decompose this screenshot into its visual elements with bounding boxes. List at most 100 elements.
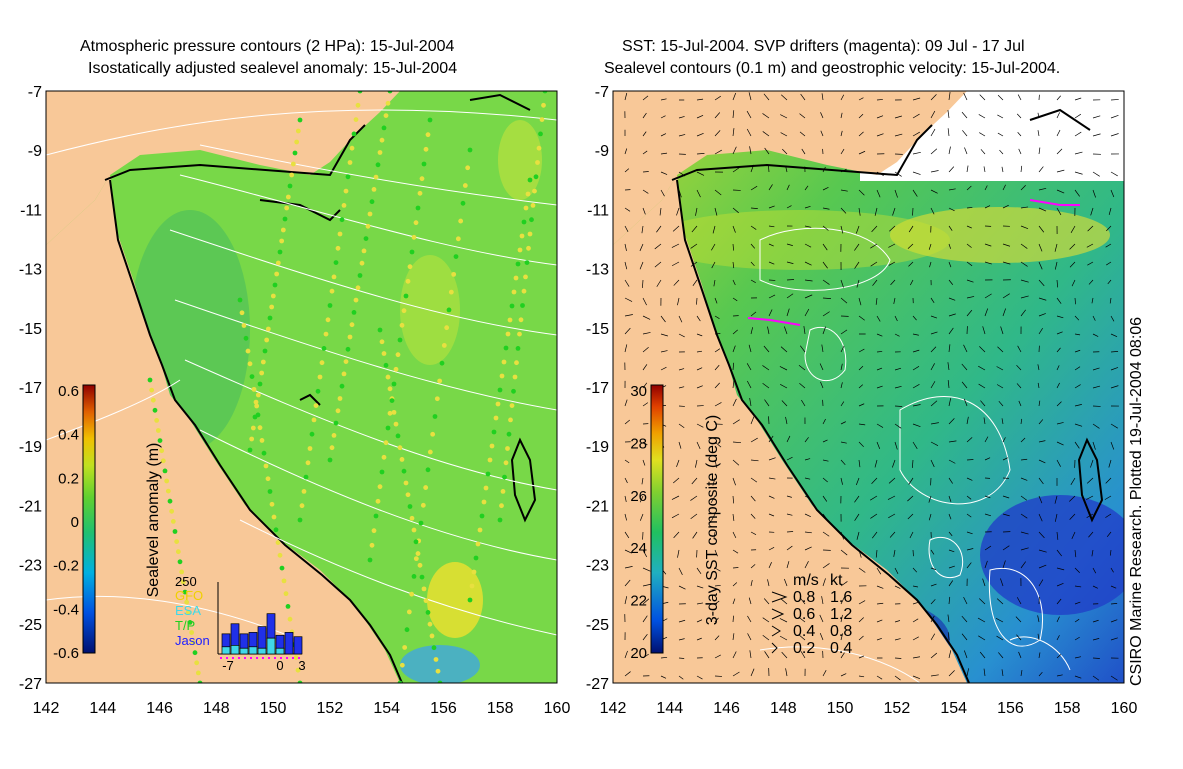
- velocity-arrow: [671, 513, 680, 519]
- velocity-arrow: [912, 602, 919, 605]
- velocity-arrow: [912, 97, 921, 101]
- altimeter-dot: [357, 91, 363, 94]
- altimeter-dot: [521, 288, 527, 294]
- velocity-arrow: [780, 598, 788, 605]
- velocity-arrow: [962, 130, 968, 137]
- velocity-arrow: [764, 399, 770, 407]
- drifter-track: [747, 317, 801, 326]
- velocity-arrow: [642, 112, 647, 119]
- velocity-arrow: [978, 635, 986, 641]
- altimeter-dot: [355, 285, 361, 291]
- velocity-arrow: [768, 562, 772, 569]
- altimeter-dot: [292, 150, 298, 156]
- velocity-arrow: [1086, 243, 1094, 248]
- velocity-arrow: [1020, 458, 1028, 461]
- velocity-arrow: [1074, 423, 1083, 427]
- velocity-vectors: [624, 92, 1119, 681]
- velocity-key-kt: 0.4: [830, 640, 852, 657]
- altimeter-dot: [409, 249, 415, 255]
- velocity-arrow: [907, 243, 914, 249]
- velocity-arrow: [1056, 654, 1062, 659]
- velocity-arrow: [1020, 184, 1026, 191]
- velocity-arrow: [624, 243, 627, 251]
- velocity-arrow: [978, 114, 986, 119]
- velocity-arrow: [624, 459, 630, 464]
- velocity-arrow: [642, 633, 648, 641]
- velocity-arrow: [948, 549, 955, 553]
- velocity-arrow: [671, 495, 680, 500]
- velocity-arrow: [983, 166, 986, 173]
- velocity-arrow: [947, 110, 950, 119]
- velocity-arrow: [948, 166, 955, 173]
- velocity-arrow: [696, 637, 702, 641]
- velocity-arrow: [1069, 243, 1076, 250]
- velocity-arrow: [912, 423, 921, 428]
- velocity-arrow: [696, 132, 704, 137]
- velocity-arrow: [997, 94, 1004, 101]
- velocity-arrow: [780, 114, 788, 119]
- velocity-arrow: [858, 635, 864, 641]
- pressure-contour: [199, 429, 557, 561]
- velocity-key-kt: 0.8: [830, 623, 852, 640]
- velocity-arrow: [1016, 383, 1022, 389]
- velocity-arrow: [840, 168, 847, 173]
- velocity-arrow: [1056, 549, 1062, 557]
- velocity-arrow: [1071, 531, 1076, 539]
- velocity-arrow: [747, 633, 752, 641]
- velocity-arrow: [876, 99, 883, 101]
- altimeter-dot: [254, 403, 260, 409]
- velocity-arrow: [929, 261, 932, 268]
- latitude-label: -21: [19, 498, 42, 515]
- velocity-arrow: [979, 132, 986, 137]
- velocity-arrow: [1092, 133, 1101, 137]
- velocity-arrow: [768, 477, 776, 480]
- velocity-arrow: [624, 549, 632, 554]
- velocity-arrow: [678, 189, 682, 198]
- velocity-arrow: [713, 279, 716, 287]
- velocity-arrow: [1110, 567, 1114, 573]
- longitude-label: 152: [317, 700, 344, 717]
- velocity-arrow: [1110, 637, 1118, 641]
- velocity-arrow: [692, 279, 698, 286]
- velocity-arrow: [750, 311, 757, 317]
- altimeter-dot: [359, 260, 365, 266]
- altimeter-dot: [259, 370, 265, 376]
- altimeter-dot: [335, 245, 341, 251]
- velocity-arrow: [1092, 638, 1100, 641]
- altimeter-dot: [379, 137, 385, 143]
- velocity-arrow: [1056, 382, 1060, 389]
- velocity-arrow: [746, 380, 752, 389]
- altimeter-dot: [469, 583, 475, 589]
- velocity-arrow: [819, 614, 824, 623]
- altimeter-dot: [423, 485, 429, 490]
- histogram-bar-esa: [239, 647, 249, 655]
- altimeter-dot: [295, 128, 301, 134]
- altimeter-dot: [282, 216, 288, 222]
- velocity-arrow: [804, 185, 809, 191]
- velocity-arrow: [894, 423, 902, 429]
- velocity-arrow: [1104, 495, 1112, 500]
- velocity-arrow: [966, 477, 973, 481]
- velocity-arrow: [1056, 112, 1060, 119]
- velocity-arrow: [876, 333, 883, 337]
- altimeter-dot: [477, 527, 483, 533]
- altimeter-dot: [397, 680, 403, 683]
- altimeter-dot: [185, 609, 191, 615]
- velocity-arrow: [1074, 349, 1081, 353]
- velocity-arrow: [872, 279, 878, 286]
- altimeter-dot: [347, 160, 353, 165]
- velocity-arrow: [979, 598, 986, 605]
- sealevel-contour: [928, 537, 964, 578]
- velocity-arrow: [695, 459, 698, 468]
- velocity-arrow: [624, 579, 631, 587]
- velocity-arrow: [1074, 113, 1082, 119]
- colorbar-tick-label: 26: [630, 488, 647, 505]
- velocity-arrow: [714, 654, 721, 659]
- altimeter-dot: [333, 420, 339, 426]
- velocity-arrow: [642, 279, 644, 288]
- velocity-arrow: [1107, 279, 1112, 285]
- altimeter-dot: [509, 403, 515, 408]
- velocity-arrow: [840, 148, 845, 155]
- velocity-arrow: [748, 92, 752, 101]
